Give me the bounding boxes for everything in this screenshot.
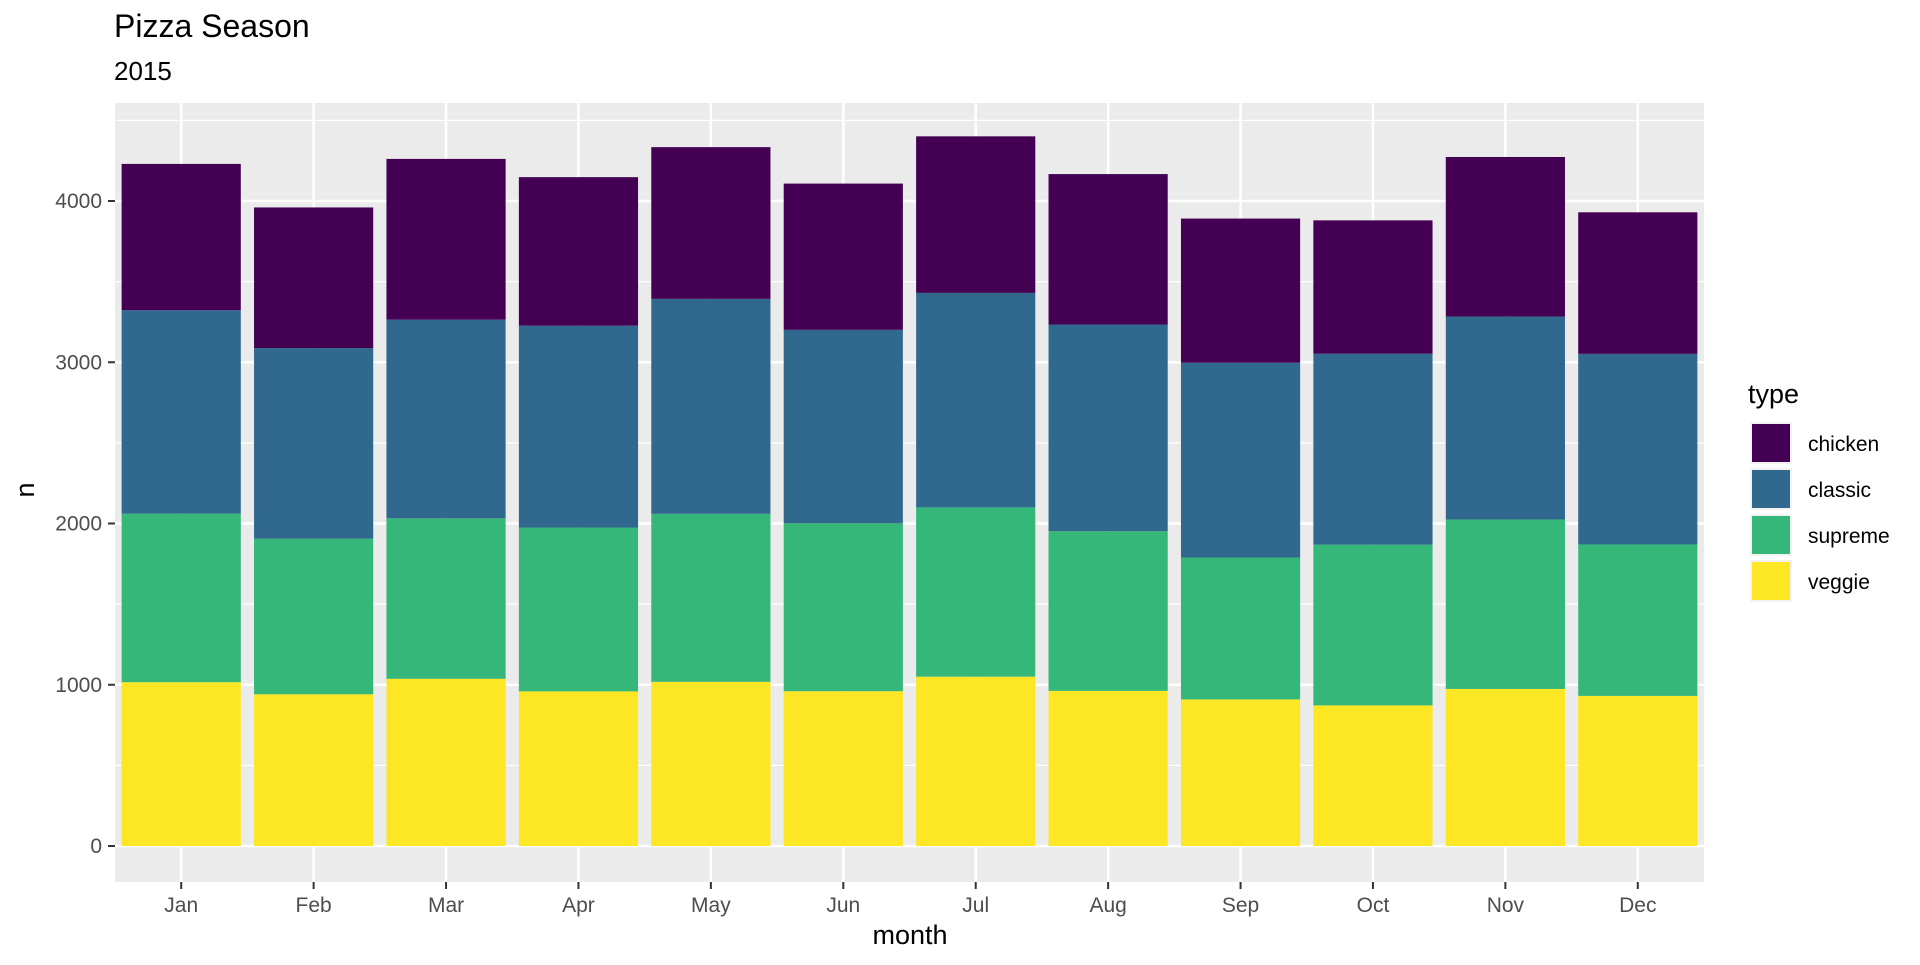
bar-jan-veggie bbox=[121, 682, 241, 846]
bar-jun-chicken bbox=[783, 183, 903, 330]
bar-may-veggie bbox=[651, 681, 771, 846]
bar-apr-veggie bbox=[518, 691, 639, 846]
bar-may-classic bbox=[651, 298, 771, 514]
bar-oct-chicken bbox=[1313, 220, 1433, 354]
bar-jul-veggie bbox=[916, 676, 1036, 846]
bar-mar-classic bbox=[386, 319, 506, 519]
x-axis: Jan Feb Mar Apr May Jun Jul Aug Sep Oct Nov Dec bbox=[164, 882, 1656, 917]
legend-swatch-classic bbox=[1752, 470, 1790, 508]
legend-label-veggie: veggie bbox=[1808, 571, 1870, 594]
legend-label-chicken: chicken bbox=[1808, 433, 1879, 456]
bar-feb-chicken bbox=[254, 207, 374, 349]
y-tick-label: 0 bbox=[90, 835, 102, 858]
chart-title: Pizza Season bbox=[114, 8, 310, 44]
bar-jan-supreme bbox=[121, 513, 241, 683]
bar-aug-chicken bbox=[1048, 174, 1168, 325]
bar-feb-veggie bbox=[254, 694, 374, 846]
bar-apr-chicken bbox=[518, 177, 639, 326]
x-tick-label: Jul bbox=[962, 894, 989, 917]
bar-dec-supreme bbox=[1578, 544, 1698, 696]
legend-swatch-veggie bbox=[1752, 562, 1790, 600]
bar-sep-supreme bbox=[1180, 557, 1301, 700]
x-tick-label: Mar bbox=[428, 894, 464, 917]
x-tick-label: Feb bbox=[296, 894, 332, 917]
bar-dec-chicken bbox=[1578, 212, 1698, 354]
legend-title: type bbox=[1748, 379, 1799, 409]
x-tick-label: Sep bbox=[1222, 894, 1259, 917]
bar-jul-supreme bbox=[916, 507, 1036, 677]
x-tick-label: Oct bbox=[1357, 894, 1390, 917]
bar-nov-veggie bbox=[1445, 688, 1565, 846]
bar-nov-supreme bbox=[1445, 519, 1565, 689]
y-tick-label: 4000 bbox=[55, 190, 102, 213]
x-tick-label: Aug bbox=[1089, 894, 1126, 917]
x-tick-label: Jun bbox=[826, 894, 860, 917]
x-axis-label: month bbox=[872, 920, 947, 950]
bar-jan-classic bbox=[121, 310, 241, 514]
x-tick-label: Jan bbox=[164, 894, 198, 917]
bar-nov-classic bbox=[1445, 316, 1565, 520]
bar-feb-supreme bbox=[254, 538, 374, 695]
bar-oct-veggie bbox=[1313, 705, 1433, 846]
bar-feb-classic bbox=[254, 348, 374, 539]
bar-jun-supreme bbox=[783, 523, 903, 692]
bar-aug-veggie bbox=[1048, 690, 1168, 846]
bar-mar-chicken bbox=[386, 158, 506, 320]
x-tick-label: Apr bbox=[562, 894, 595, 917]
bar-aug-supreme bbox=[1048, 531, 1168, 691]
x-tick-label: May bbox=[691, 894, 731, 917]
chart-subtitle: 2015 bbox=[114, 56, 172, 86]
y-axis-label: n bbox=[10, 482, 40, 497]
bar-mar-supreme bbox=[386, 518, 506, 679]
bar-jul-chicken bbox=[916, 136, 1036, 293]
legend-swatch-chicken bbox=[1752, 424, 1790, 462]
bar-may-chicken bbox=[651, 147, 771, 299]
bar-oct-classic bbox=[1313, 353, 1433, 545]
legend-label-classic: classic bbox=[1808, 479, 1871, 502]
y-tick-label: 1000 bbox=[55, 674, 102, 697]
bar-dec-veggie bbox=[1578, 695, 1698, 846]
bar-sep-classic bbox=[1180, 362, 1301, 558]
y-tick-label: 2000 bbox=[55, 513, 102, 536]
bar-nov-chicken bbox=[1445, 156, 1565, 317]
y-axis: 0 1000 2000 3000 4000 bbox=[55, 190, 115, 858]
bar-jun-veggie bbox=[783, 691, 903, 846]
bar-jul-classic bbox=[916, 292, 1036, 508]
legend-swatch-supreme bbox=[1752, 516, 1790, 554]
panel-background bbox=[115, 103, 1704, 882]
bar-apr-supreme bbox=[518, 527, 639, 692]
bars-layer bbox=[121, 136, 1698, 846]
legend: type chicken classic supreme veggie bbox=[1748, 379, 1890, 602]
bar-sep-chicken bbox=[1180, 218, 1301, 363]
bar-oct-supreme bbox=[1313, 544, 1433, 706]
x-tick-label: Nov bbox=[1487, 894, 1525, 917]
x-tick-label: Dec bbox=[1619, 894, 1656, 917]
bar-aug-classic bbox=[1048, 324, 1168, 532]
bar-may-supreme bbox=[651, 513, 771, 682]
bar-dec-classic bbox=[1578, 353, 1698, 545]
bar-mar-veggie bbox=[386, 678, 506, 846]
legend-label-supreme: supreme bbox=[1808, 525, 1890, 548]
bar-sep-veggie bbox=[1180, 699, 1301, 846]
y-tick-label: 3000 bbox=[55, 351, 102, 374]
bar-jan-chicken bbox=[121, 163, 241, 311]
bar-jun-classic bbox=[783, 329, 903, 524]
bar-apr-classic bbox=[518, 325, 639, 528]
